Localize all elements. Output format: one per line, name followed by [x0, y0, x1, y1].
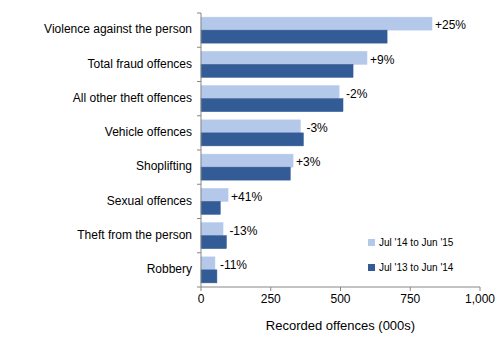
legend-label: Jul '13 to Jun '14 — [379, 262, 454, 273]
category-label: Violence against the person — [44, 22, 192, 36]
category-label: Sexual offences — [107, 194, 192, 208]
change-annotation: -2% — [346, 87, 368, 101]
change-annotation: -11% — [220, 258, 247, 272]
bar — [201, 188, 228, 201]
category-label: Robbery — [147, 262, 192, 276]
legend-swatch — [368, 239, 375, 246]
x-tick — [480, 287, 481, 291]
chart: 0 250 500 750 1,000 Violence against the pers… — [0, 0, 504, 341]
bar — [201, 30, 387, 43]
y-tick — [197, 81, 201, 82]
bar — [201, 99, 343, 112]
bar — [201, 51, 367, 64]
change-annotation: -3% — [306, 121, 328, 135]
x-tick-label: 750 — [400, 292, 420, 306]
x-tick-label: 500 — [330, 292, 350, 306]
x-tick — [270, 287, 271, 291]
y-tick — [197, 115, 201, 116]
change-annotation: +9% — [370, 53, 395, 67]
bar — [201, 257, 215, 270]
bar — [201, 133, 303, 146]
x-tick — [201, 287, 202, 291]
bar — [201, 167, 290, 180]
y-tick — [197, 150, 201, 151]
x-tick-label: 1,000 — [465, 292, 495, 306]
x-tick-label: 250 — [261, 292, 281, 306]
category-label: Shoplifting — [136, 159, 192, 173]
change-annotation: +41% — [231, 190, 262, 204]
bar — [201, 17, 432, 30]
legend-swatch — [368, 264, 375, 271]
y-tick — [197, 252, 201, 253]
bar — [201, 86, 339, 99]
category-label: Total fraud offences — [87, 57, 192, 71]
bar — [201, 270, 217, 283]
y-tick — [197, 184, 201, 185]
bar — [201, 154, 293, 167]
x-tick — [340, 287, 341, 291]
x-axis-label: Recorded offences (000s) — [266, 318, 415, 333]
bar — [201, 201, 220, 214]
y-tick — [197, 218, 201, 219]
bar — [201, 236, 226, 249]
bar — [201, 64, 353, 77]
change-annotation: +3% — [296, 155, 321, 169]
category-label: All other theft offences — [73, 91, 192, 105]
x-tick — [410, 287, 411, 291]
y-tick — [197, 47, 201, 48]
category-label: Vehicle offences — [105, 125, 192, 139]
bar — [201, 223, 223, 236]
change-annotation: -13% — [229, 224, 257, 238]
bar — [201, 120, 300, 133]
category-label: Theft from the person — [77, 228, 192, 242]
y-tick — [197, 13, 201, 14]
y-tick — [197, 287, 201, 288]
change-annotation: +25% — [435, 18, 466, 32]
legend-label: Jul '14 to Jun '15 — [379, 237, 454, 248]
x-tick-label: 0 — [198, 292, 205, 306]
